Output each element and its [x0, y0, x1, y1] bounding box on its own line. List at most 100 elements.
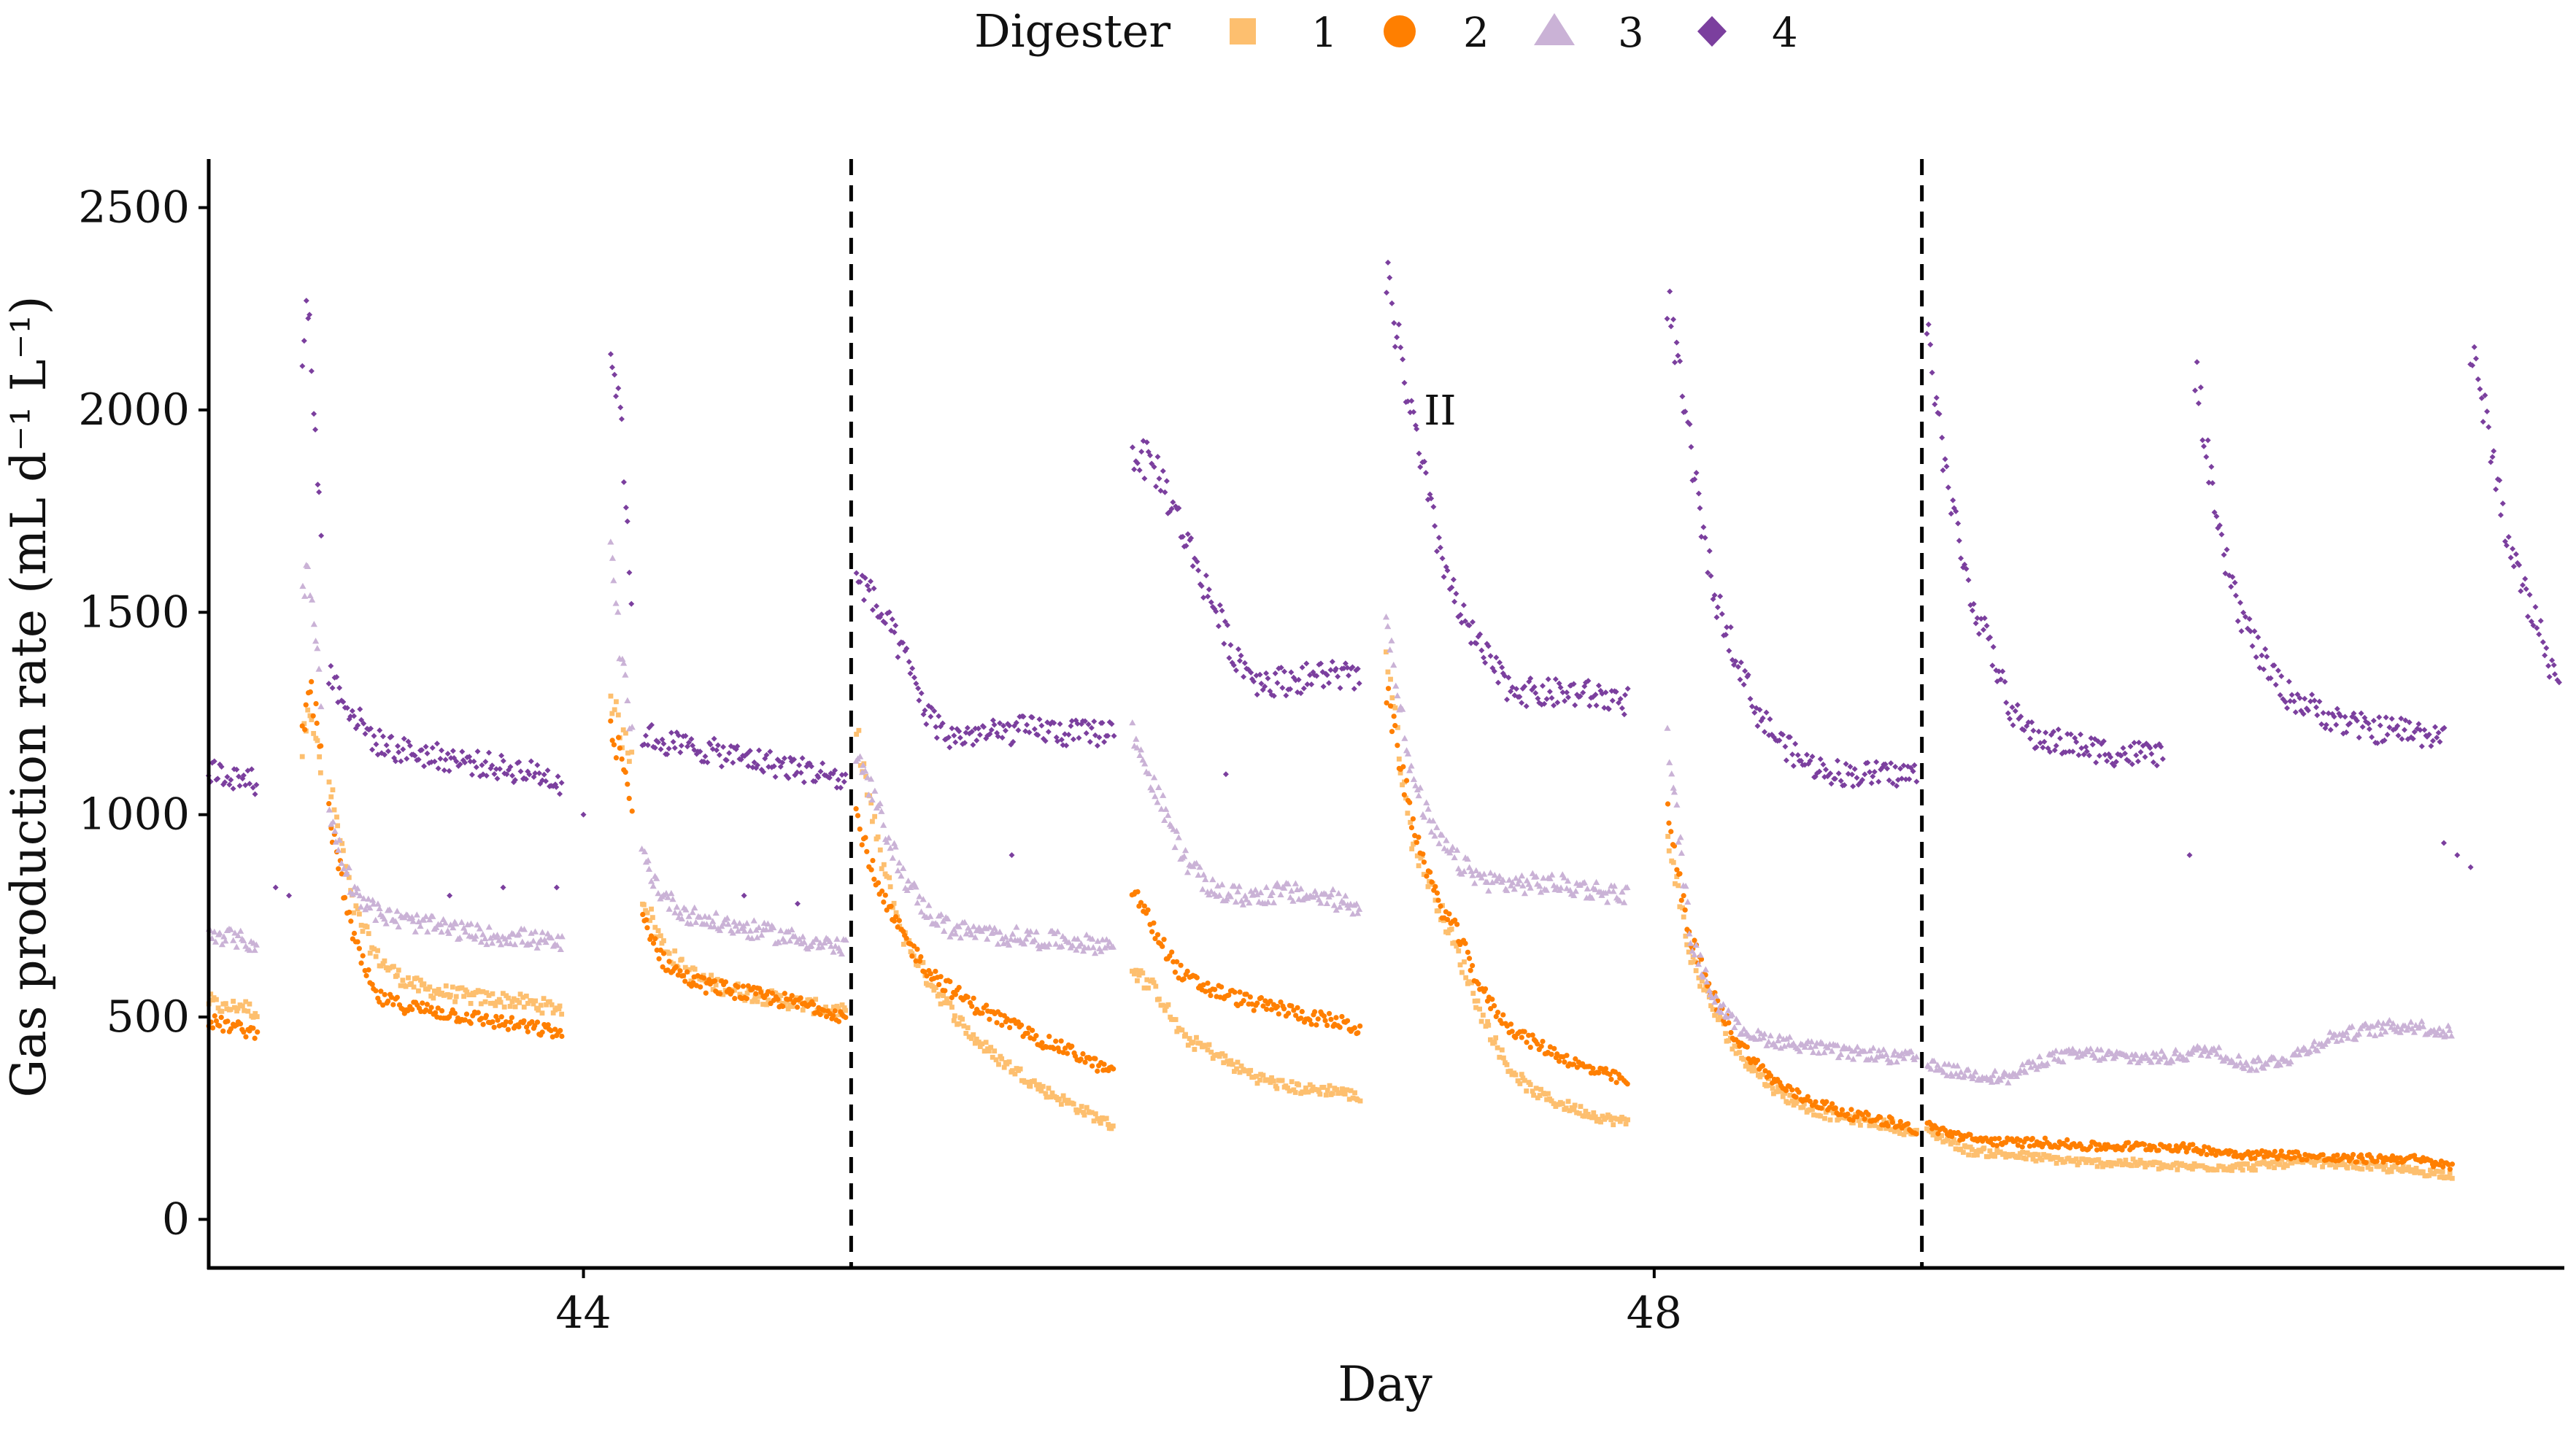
series-1-point: [416, 988, 421, 994]
series-2-point: [729, 989, 735, 994]
series-2-point: [640, 911, 646, 918]
series-4-point: [1031, 726, 1038, 732]
series-3-point: [1970, 1072, 1977, 1079]
series-4-point: [457, 761, 463, 767]
series-1-point: [1342, 1091, 1348, 1097]
series-1-point: [1108, 1126, 1114, 1132]
series-1-point: [1348, 1088, 1354, 1094]
series-2-point: [870, 857, 876, 864]
series-3-point: [1875, 1047, 1883, 1053]
series-3-point: [372, 916, 379, 923]
series-4-point: [1706, 548, 1713, 554]
series-4-point: [838, 784, 844, 791]
series-3-point: [1223, 895, 1230, 902]
series-1-point: [2096, 1157, 2102, 1162]
series-1-point: [686, 967, 692, 972]
series-3-point: [325, 806, 333, 813]
series-3-point: [809, 938, 817, 945]
series-1-point: [477, 989, 482, 994]
series-3-point: [1408, 762, 1415, 769]
series-4-point: [1400, 356, 1406, 363]
series-4-point: [433, 740, 440, 747]
series-1-point: [468, 1001, 474, 1006]
series-3-point: [668, 889, 675, 897]
series-4-point: [642, 732, 649, 739]
series-3-point: [1880, 1046, 1887, 1053]
series-2-point: [979, 1010, 985, 1016]
series-1-point: [1466, 979, 1472, 985]
series-2-point: [1298, 1016, 1304, 1021]
series-2-point: [336, 866, 342, 872]
series-4-point: [734, 743, 741, 750]
series-1-point: [1531, 1092, 1536, 1098]
series-1-point: [1292, 1090, 1298, 1095]
series-3-point: [1046, 940, 1053, 947]
series-3-point: [1469, 872, 1476, 878]
series-4-point: [1411, 409, 1417, 415]
series-4-point: [444, 751, 451, 757]
series-4-point: [744, 751, 750, 757]
series-4-point: [1216, 602, 1223, 608]
series-4-point: [1841, 782, 1848, 789]
series-2-point: [389, 994, 395, 1000]
series-2-point: [2119, 1147, 2125, 1153]
series-2-point: [619, 756, 625, 762]
series-3-point: [842, 936, 849, 943]
series-4-point: [1225, 622, 1231, 628]
series-4-point: [2104, 758, 2110, 765]
series-4-point: [1823, 766, 1829, 773]
series-4-point: [751, 759, 757, 766]
series-3-point: [691, 904, 698, 911]
series-3-point: [412, 928, 419, 935]
series-4-point: [1767, 716, 1773, 722]
series-3-point: [2018, 1061, 2027, 1067]
series-3-point: [1287, 894, 1294, 900]
series-1-point: [915, 963, 921, 968]
series-1-point: [371, 946, 377, 952]
series-2-point: [740, 983, 747, 989]
series-4-point: [357, 706, 363, 713]
series-4-point: [325, 681, 332, 687]
series-1-point: [1981, 1145, 1987, 1151]
series-4-point: [1327, 667, 1334, 673]
series-4-point: [1867, 769, 1873, 775]
series-4-point: [2010, 722, 2016, 729]
series-3-point: [883, 838, 890, 845]
series-2-point: [2297, 1153, 2302, 1159]
series-3-point: [1354, 910, 1362, 916]
series-4-point: [1401, 379, 1408, 386]
series-1-point: [1110, 1123, 1116, 1129]
series-4-point: [2108, 754, 2114, 760]
series-4-point: [1153, 483, 1160, 490]
series-2-point: [1276, 1011, 1281, 1017]
series-4-point: [1087, 738, 1093, 745]
series-1-point: [533, 998, 539, 1004]
series-3-point: [1682, 882, 1689, 889]
series-4-point: [833, 784, 840, 791]
series-4-point: [1184, 531, 1191, 538]
series-3-point: [758, 932, 766, 938]
series-4-point: [2221, 552, 2227, 558]
series-1-point: [517, 991, 523, 997]
series-4-point: [401, 735, 407, 742]
series-4-point: [1522, 684, 1528, 690]
series-3-point: [2174, 1054, 2182, 1061]
series-4-point: [2374, 740, 2380, 746]
series-3-point: [1230, 883, 1238, 889]
series-4-point: [1868, 780, 1875, 786]
series-4-point: [1441, 573, 1447, 580]
series-4-point: [1705, 570, 1711, 576]
series-3-point: [1754, 1027, 1762, 1034]
series-3-point: [1708, 994, 1716, 1000]
series-1-point: [2103, 1162, 2109, 1168]
series-4-point: [1395, 321, 1402, 328]
series-4-point: [704, 759, 711, 765]
series-3-point: [865, 792, 873, 798]
series-2-point: [1308, 1021, 1314, 1027]
series-1-point: [544, 1002, 549, 1007]
series-3-point: [2344, 1034, 2352, 1041]
series-2-point: [2272, 1148, 2278, 1155]
series-3-point: [655, 889, 662, 897]
series-3-point: [2329, 1034, 2336, 1040]
series-2-point: [656, 956, 662, 962]
